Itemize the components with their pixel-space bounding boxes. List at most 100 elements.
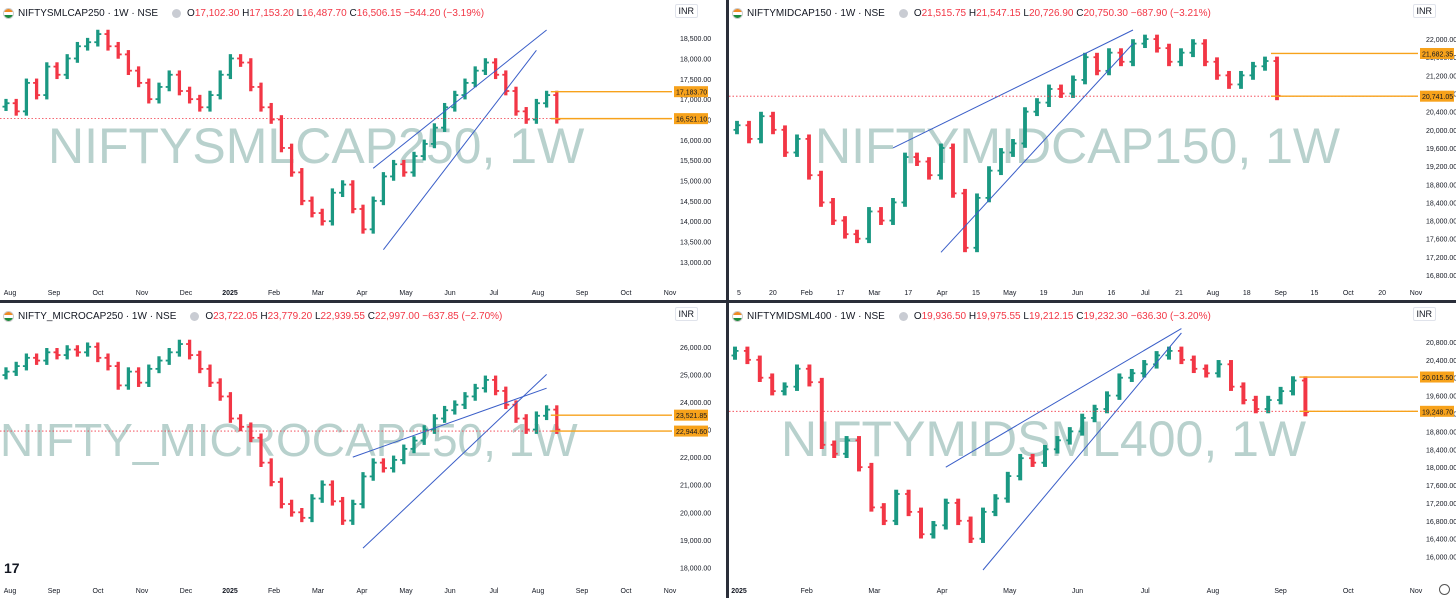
y-tick-label: 21,000.00 (680, 483, 711, 490)
price-tag-label: 16,521.10 (676, 117, 707, 124)
chart-panel-smallcap[interactable]: NIFTYSMLCAP250 · 1W · NSE O17,102.30 H17… (0, 0, 726, 300)
x-tick-label: Jun (444, 290, 455, 297)
x-tick-label: 16 (1107, 290, 1115, 297)
currency-badge[interactable]: INR (674, 307, 698, 321)
price-chart[interactable]: NIFTY_MICROCAP250, 1W 26,000.00 25,000.00 2… (0, 303, 726, 598)
y-tick-label: 15,500.00 (680, 158, 711, 165)
symbol-label[interactable]: NIFTYMIDCAP150 · 1W · NSE (747, 7, 885, 19)
price-tag-label: 22,944.60 (676, 429, 707, 436)
y-tick-label: 17,000.00 (680, 97, 711, 104)
y-tick-label: 13,500.00 (680, 240, 711, 247)
x-tick-label: 17 (837, 290, 845, 297)
x-tick-label: 2025 (222, 290, 238, 297)
price-tag (1420, 47, 1454, 59)
ohlc-readout: O21,515.75 H21,547.15 L20,726.90 C20,750… (913, 7, 1211, 19)
y-tick-label: 17,200.00 (1426, 255, 1456, 262)
currency-badge[interactable]: INR (1412, 4, 1436, 18)
trendline (362, 374, 547, 549)
ohlc-readout: O19,936.50 H19,975.55 L19,212.15 C19,232… (913, 310, 1211, 322)
currency-badge[interactable]: INR (1412, 307, 1436, 321)
x-tick-label: Dec (180, 290, 193, 297)
watermark-label: NIFTY_MICROCAP250, 1W (0, 414, 578, 466)
y-tick-label: 20,400.00 (1426, 110, 1456, 117)
x-tick-label: Oct (1343, 290, 1354, 297)
x-tick-label: Nov (664, 290, 677, 297)
x-tick-label: Nov (136, 588, 149, 595)
y-tick-label: 16,000.00 (1426, 555, 1456, 562)
y-tick-label: 18,000.00 (1426, 465, 1456, 472)
y-tick-label: 18,000.00 (1426, 219, 1456, 226)
x-tick-label: Apr (357, 290, 369, 297)
price-chart[interactable]: NIFTYMIDCAP150, 1W22,000.0021,600.0021,2… (729, 0, 1456, 300)
currency-badge[interactable]: INR (674, 4, 698, 18)
status-dot-icon (898, 8, 908, 18)
x-tick-label: Nov (1410, 588, 1423, 595)
india-flag-icon (732, 7, 743, 19)
india-flag-icon (3, 310, 14, 322)
x-tick-label: Mar (312, 588, 325, 595)
x-tick-label: Sep (1274, 290, 1287, 297)
y-tick-label: 20,000.00 (680, 510, 711, 517)
price-chart[interactable]: NIFTYMIDSML400, 1W20,800.0020,400.0020,0… (729, 303, 1456, 598)
y-tick-label: 19,600.00 (1426, 394, 1456, 401)
symbol-label[interactable]: NIFTYSMLCAP250 · 1W · NSE (18, 7, 159, 19)
status-dot-icon (190, 311, 200, 321)
symbol-label[interactable]: NIFTYMIDSML400 · 1W · NSE (747, 310, 885, 322)
x-tick-label: Aug (4, 588, 17, 595)
x-tick-label: Jul (1141, 290, 1150, 297)
x-tick-label: Mar (868, 588, 881, 595)
y-tick-label: 19,000.00 (680, 538, 711, 545)
chart-panel-microcap[interactable]: NIFTY_MICROCAP250 · 1W · NSE O23,722.05 … (0, 303, 726, 598)
y-tick-label: 17,600.00 (1426, 483, 1456, 490)
x-tick-label: Sep (576, 290, 589, 297)
price-tag-label: 23,521.85 (676, 413, 707, 420)
x-tick-label: 15 (1311, 290, 1319, 297)
x-tick-label: Sep (48, 588, 61, 595)
x-tick-label: Apr (937, 588, 949, 595)
watermark-label: NIFTYMIDCAP150, 1W (815, 118, 1341, 174)
x-tick-label: Feb (268, 290, 280, 297)
price-tag-label: 20,015.50 (1422, 375, 1453, 382)
settings-icon[interactable] (1439, 584, 1450, 595)
chart-panel-midsmallcap[interactable]: NIFTYMIDSML400 · 1W · NSE O19,936.50 H19… (729, 303, 1456, 598)
chart-panel-midcap[interactable]: NIFTYMIDCAP150 · 1W · NSE O21,515.75 H21… (729, 0, 1456, 300)
trendline (352, 387, 547, 458)
trendline (940, 43, 1134, 253)
price-tag-label: 20,741.05 (1422, 94, 1453, 101)
y-tick-label: 19,600.00 (1426, 146, 1456, 153)
y-tick-label: 18,400.00 (1426, 200, 1456, 207)
price-tag (1420, 90, 1454, 102)
y-tick-label: 15,000.00 (680, 179, 711, 186)
x-tick-label: 20 (1378, 290, 1386, 297)
symbol-label[interactable]: NIFTY_MICROCAP250 · 1W · NSE (18, 310, 177, 322)
status-dot-icon (172, 8, 182, 18)
status-dot-icon (898, 311, 908, 321)
x-tick-label: Apr (357, 588, 369, 595)
x-tick-label: 19 (1040, 290, 1048, 297)
x-tick-label: Jul (490, 290, 499, 297)
india-flag-icon (3, 7, 14, 19)
price-tag (674, 409, 708, 421)
y-tick-label: 18,400.00 (1426, 447, 1456, 454)
x-tick-label: 21 (1175, 290, 1183, 297)
y-tick-label: 17,500.00 (680, 77, 711, 84)
x-tick-label: Nov (136, 290, 149, 297)
x-tick-label: May (1003, 290, 1017, 297)
ohlc-readout: O23,722.05 H23,779.20 L22,939.55 C22,997… (205, 310, 503, 322)
y-tick-label: 14,500.00 (680, 199, 711, 206)
price-chart[interactable]: NIFTYSMLCAP250, 1W 18,500.00 18,000.00 17,5… (0, 0, 726, 300)
x-tick-label: Mar (312, 290, 325, 297)
x-tick-label: Mar (868, 290, 881, 297)
trendline (892, 29, 1134, 149)
price-tag (1420, 371, 1454, 383)
y-tick-label: 20,400.00 (1426, 358, 1456, 365)
x-tick-label: Feb (268, 588, 280, 595)
ohlc-readout: O17,102.30 H17,153.20 L16,487.70 C16,506… (187, 7, 485, 19)
tradingview-logo-icon: 17 (4, 560, 20, 576)
chart-header: NIFTYMIDCAP150 · 1W · NSE O21,515.75 H21… (729, 4, 1211, 22)
y-tick-label: 20,800.00 (1426, 340, 1456, 347)
x-tick-label: Oct (93, 588, 104, 595)
price-tag (674, 86, 708, 98)
y-tick-label: 17,600.00 (1426, 237, 1456, 244)
x-tick-label: 20 (769, 290, 777, 297)
